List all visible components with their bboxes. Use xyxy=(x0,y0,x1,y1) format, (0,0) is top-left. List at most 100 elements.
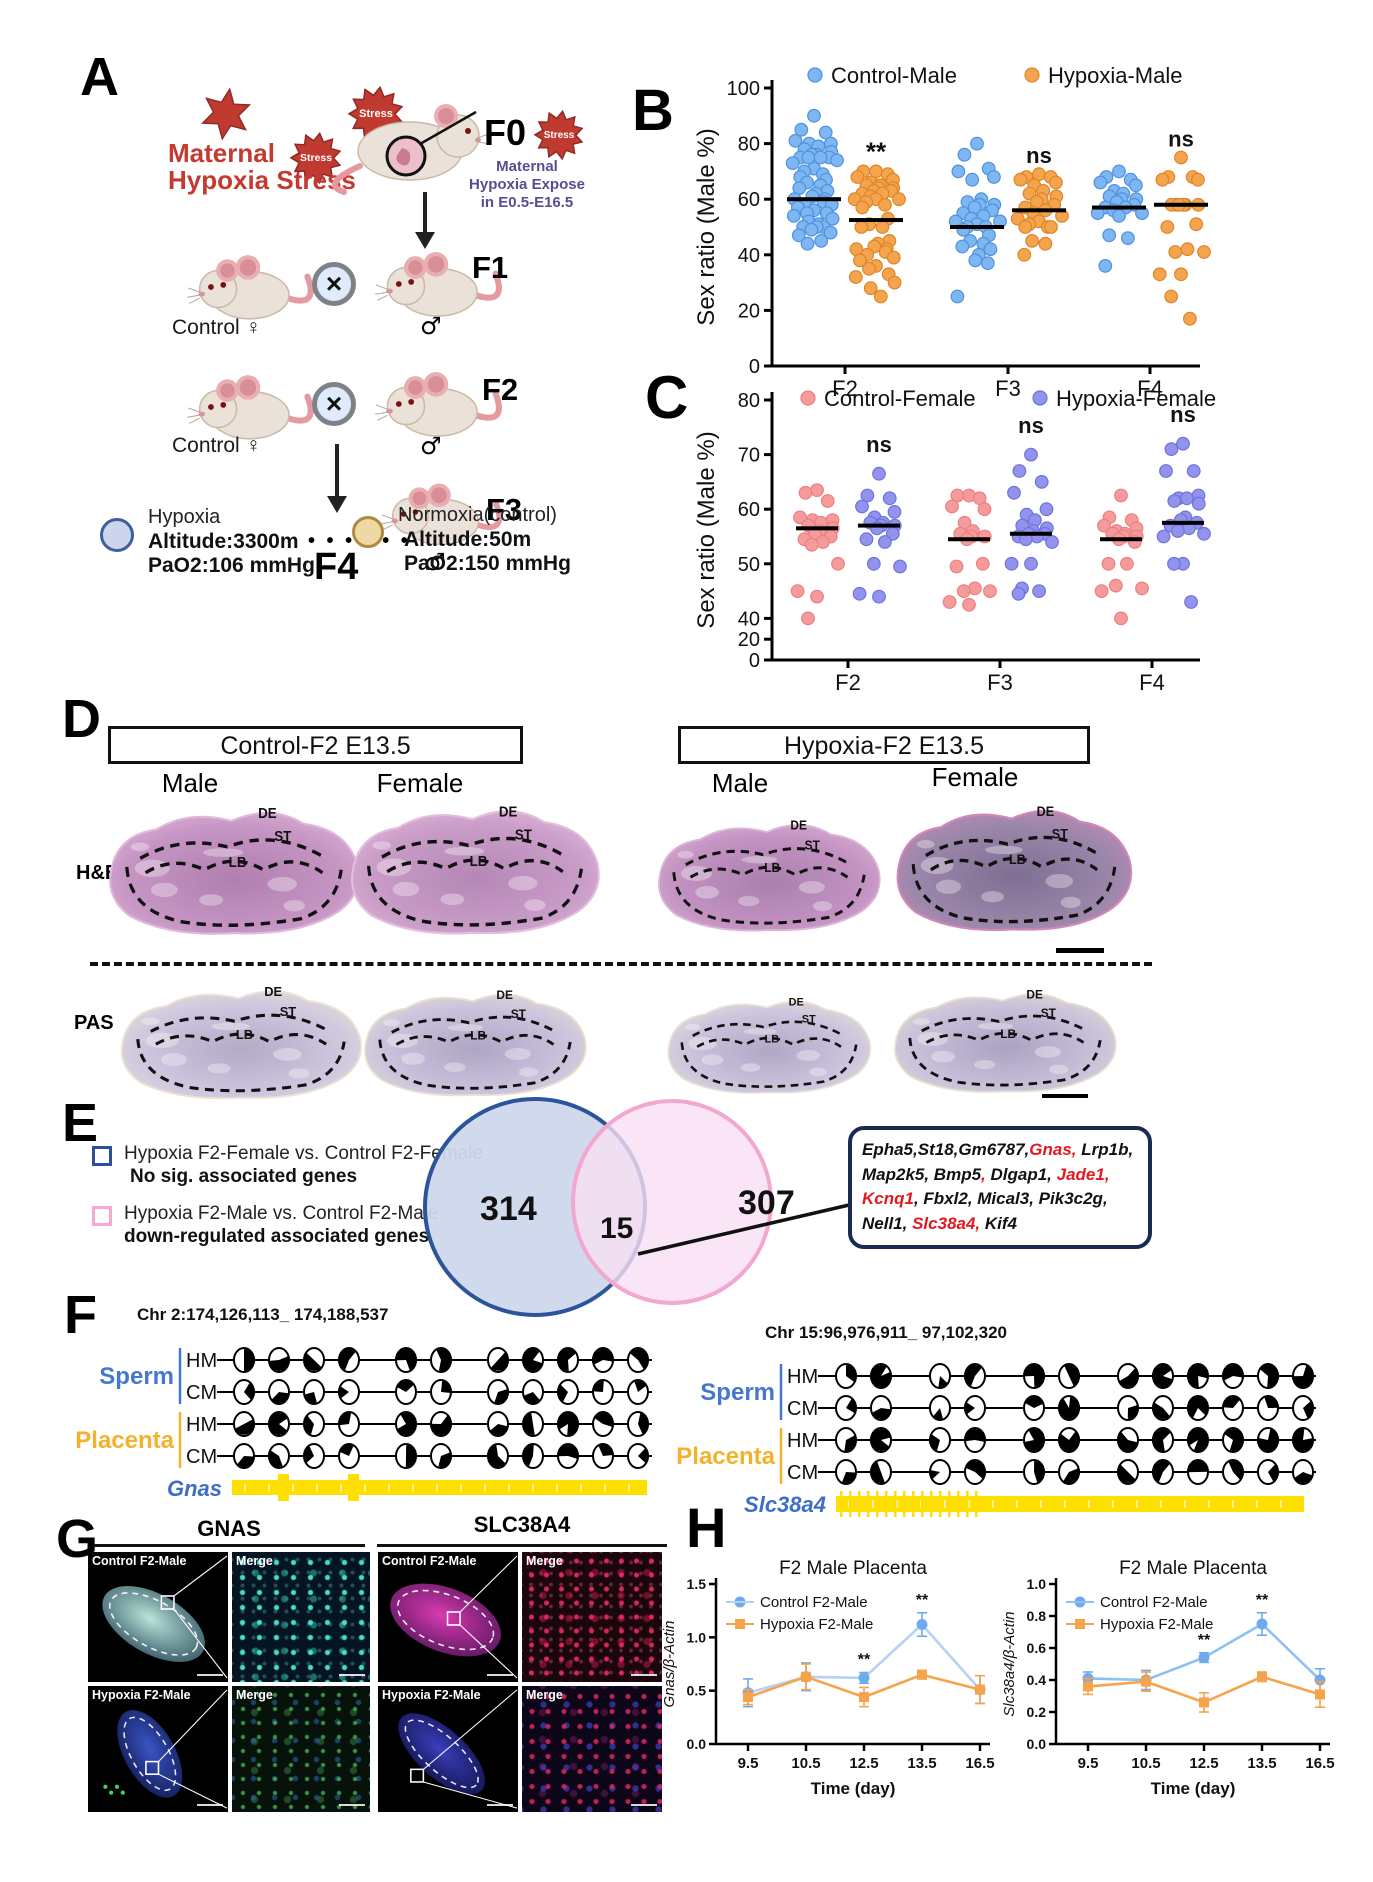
svg-text:DE: DE xyxy=(264,984,282,999)
hypoxia-legend-dot xyxy=(100,518,134,552)
svg-text:ST: ST xyxy=(280,1004,297,1019)
male-comparison-label: Hypoxia F2-Male vs. Control F2-Male xyxy=(124,1203,439,1224)
svg-text:LB: LB xyxy=(470,852,488,869)
placenta-section-image: DE ST LB xyxy=(660,990,878,1110)
stress-burst-icon: Stress xyxy=(289,131,342,185)
placenta-section-image: DE ST LB xyxy=(886,982,1124,1110)
f1-label: F1 xyxy=(472,250,509,285)
svg-text:0.5: 0.5 xyxy=(687,1683,707,1699)
col-label-male: Male xyxy=(161,768,219,798)
arrow-down-icon xyxy=(327,444,347,513)
svg-text:Control F2-Male: Control F2-Male xyxy=(760,1594,868,1611)
svg-text:DE: DE xyxy=(1026,988,1043,1001)
svg-text:Stress: Stress xyxy=(544,130,575,141)
female-comparison-label: Hypoxia F2-Female vs. Control F2-Female xyxy=(124,1143,483,1164)
venn-overlap-count: 15 xyxy=(600,1212,633,1245)
cross-mating-icon: × xyxy=(312,382,356,426)
svg-text:9.5: 9.5 xyxy=(738,1755,759,1772)
svg-text:40: 40 xyxy=(738,245,760,267)
svg-text:ST: ST xyxy=(274,828,292,845)
svg-text:40: 40 xyxy=(738,608,760,630)
svg-text:16.5: 16.5 xyxy=(1305,1755,1334,1772)
svg-text:60: 60 xyxy=(738,189,760,211)
svg-text:9.5: 9.5 xyxy=(1078,1755,1099,1772)
overlap-gene-list: Epha5,St18,Gm6787,Gnas, Lrp1b, Map2k5, B… xyxy=(848,1126,1152,1249)
slc38a4-hypoxia-section: Hypoxia F2-Male xyxy=(378,1686,518,1812)
svg-text:F2 Male Placenta: F2 Male Placenta xyxy=(1119,1558,1267,1579)
svg-text:12.5: 12.5 xyxy=(1189,1755,1218,1772)
svg-text:F3: F3 xyxy=(987,670,1013,695)
svg-text:LB: LB xyxy=(229,854,247,871)
svg-text:Sex ratio (Male %): Sex ratio (Male %) xyxy=(693,431,720,628)
svg-text:50: 50 xyxy=(738,554,760,576)
panel-f-label: F xyxy=(64,1285,97,1345)
svg-text:Hypoxia F2-Male: Hypoxia F2-Male xyxy=(1100,1616,1213,1633)
svg-text:Control F2-Male: Control F2-Male xyxy=(1100,1594,1208,1611)
placenta-section-image: DE ST LB xyxy=(100,798,368,956)
panel-d-label: D xyxy=(62,689,101,749)
svg-text:10.5: 10.5 xyxy=(791,1755,820,1772)
svg-text:10.5: 10.5 xyxy=(1131,1755,1160,1772)
control-female-caption: Control ♀ xyxy=(172,434,262,457)
female-comparison-sub: No sig. associated genes xyxy=(130,1166,358,1187)
svg-text:ST: ST xyxy=(511,1007,527,1021)
svg-text:80: 80 xyxy=(738,134,760,156)
svg-text:F2: F2 xyxy=(832,376,858,401)
scale-bar xyxy=(1042,1094,1088,1098)
svg-text:DE: DE xyxy=(499,803,517,820)
svg-text:ns: ns xyxy=(1170,402,1196,427)
svg-text:0.0: 0.0 xyxy=(687,1736,707,1752)
svg-text:Placenta: Placenta xyxy=(676,1443,775,1470)
svg-text:0.8: 0.8 xyxy=(1027,1608,1047,1624)
svg-text:Stress: Stress xyxy=(300,152,332,164)
svg-text:HM: HM xyxy=(787,1430,818,1452)
svg-text:DE: DE xyxy=(1037,803,1055,819)
hypoxia-f2-header: Hypoxia-F2 E13.5 xyxy=(678,726,1090,764)
svg-text:1.5: 1.5 xyxy=(687,1576,707,1592)
venn-right-count: 307 xyxy=(738,1184,795,1222)
normoxia-legend-title: Normoxia(control) xyxy=(398,504,557,526)
col-label-male: Male xyxy=(711,768,769,798)
svg-text:Gnas/β-Actin: Gnas/β-Actin xyxy=(661,1621,678,1708)
svg-text:ns: ns xyxy=(1018,413,1044,438)
placenta-section-image: DE ST LB xyxy=(650,812,888,950)
svg-text:HM: HM xyxy=(186,1350,217,1372)
svg-text:0: 0 xyxy=(749,356,760,378)
svg-text:13.5: 13.5 xyxy=(907,1755,936,1772)
svg-text:CM: CM xyxy=(186,1446,217,1468)
slc38a4-expression-chart: 0.0 0.2 0.4 0.6 0.8 1.0 9.5 10.5 12.5 13.5 16.5 F2 … xyxy=(1001,1558,1335,1798)
svg-text:1.0: 1.0 xyxy=(687,1629,707,1645)
slc38a4-hypoxia-merge: Merge xyxy=(522,1686,662,1812)
gnas-control-merge: Merge xyxy=(232,1552,370,1682)
male-comparison-legend-box xyxy=(92,1206,112,1226)
svg-text:LB: LB xyxy=(1009,851,1026,867)
svg-text:DE: DE xyxy=(258,805,277,822)
svg-text:Slc38a4: Slc38a4 xyxy=(744,1492,826,1517)
svg-text:Hypoxia-Male: Hypoxia-Male xyxy=(1048,63,1183,88)
placenta-section-image: DE ST LB xyxy=(888,796,1140,952)
svg-text:Hypoxia-Female: Hypoxia-Female xyxy=(1056,386,1216,411)
svg-text:1.0: 1.0 xyxy=(1027,1576,1047,1592)
hypoxia-legend-title: Hypoxia xyxy=(148,506,221,528)
svg-text:20: 20 xyxy=(738,300,760,322)
gnas-methylation-diagram: Chr 2:174,126,113_ 174,188,537 HM CM HM CM Sp… xyxy=(75,1305,652,1501)
scale-bar xyxy=(1056,948,1104,953)
male-symbol: ♂ xyxy=(424,548,446,576)
gnas-hypoxia-section: Hypoxia F2-Male xyxy=(88,1686,228,1812)
svg-text:0.2: 0.2 xyxy=(1027,1704,1047,1720)
f0-label: F0 xyxy=(484,112,527,153)
panel-b-label: B xyxy=(632,78,674,143)
svg-text:0.4: 0.4 xyxy=(1027,1672,1047,1688)
col-label-female: Female xyxy=(376,768,464,798)
male-comparison-sub: down-regulated associated genes xyxy=(124,1226,430,1247)
gnas-control-section: Control F2-Male xyxy=(88,1552,228,1682)
svg-text:13.5: 13.5 xyxy=(1247,1755,1276,1772)
svg-text:F4: F4 xyxy=(1139,670,1165,695)
svg-text:**: ** xyxy=(916,1592,929,1609)
svg-text:**: ** xyxy=(866,136,887,166)
control-f2-header: Control-F2 E13.5 xyxy=(108,726,523,764)
control-female-mouse xyxy=(182,250,320,326)
normoxia-legend-dot xyxy=(352,516,384,548)
svg-text:Time (day): Time (day) xyxy=(811,1779,896,1798)
